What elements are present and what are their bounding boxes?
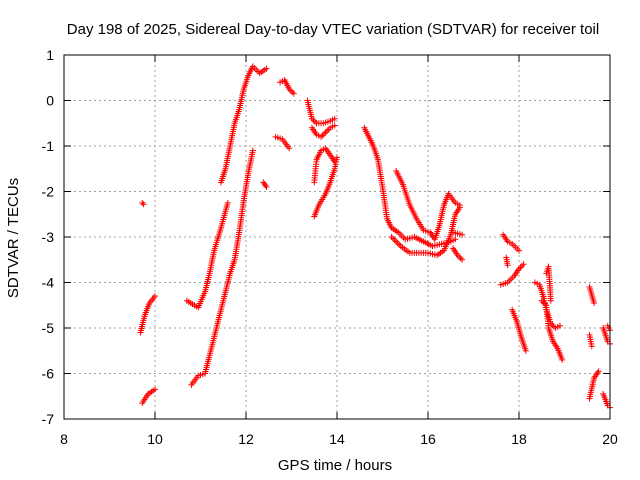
data-point [140,201,147,208]
x-tick-label: 10 [147,431,163,447]
data-point [522,347,529,354]
data-point [547,297,554,304]
x-tick-label: 20 [602,431,618,447]
data-point [289,89,296,96]
data-point [290,90,297,97]
data-point [388,234,395,240]
data-point [224,199,231,206]
x-tick-label: 12 [238,431,254,447]
y-axis-label: SDTVAR / TECUs [5,178,22,298]
x-axis-ticks: 8 10 12 14 16 18 20 [60,55,618,447]
y-tick-label: 0 [46,93,54,109]
data-point [459,231,466,238]
data-point [321,130,328,137]
data-point [263,65,270,72]
y-tick-label: -4 [42,275,55,291]
data-point [520,261,527,268]
data-point [312,118,319,125]
y-tick-label: -5 [42,320,55,336]
data-point [325,126,332,133]
data-point [322,129,329,136]
data-point [152,386,158,393]
data-point [556,322,563,329]
data-point [334,154,340,161]
data-point [559,356,566,363]
data-point [519,262,526,269]
data-point [396,241,403,248]
y-tick-label: -6 [42,366,55,382]
data-point [516,247,522,254]
y-tick-label: -7 [42,411,55,427]
data-point [331,122,338,129]
data-point [457,255,464,262]
data-point [456,202,463,209]
x-tick-label: 18 [511,431,527,447]
data-point [517,264,524,271]
y-tick-label: 1 [46,47,54,63]
data-point [588,343,595,350]
data-point [324,127,331,134]
x-tick-label: 16 [420,431,436,447]
y-tick-label: -2 [42,184,55,200]
data-point [456,253,463,260]
data-point [263,183,270,190]
y-tick-label: -3 [42,229,55,245]
data-point [595,368,602,375]
data-point [331,115,338,122]
data-point [249,147,256,154]
data-point [152,293,158,300]
data-point [504,262,511,269]
y-axis-ticks: -7 -6 -5 -4 -3 -2 -1 0 1 [42,47,610,427]
data-point [391,237,398,244]
data-point [139,199,146,206]
x-tick-label: 8 [60,431,68,447]
data-point [452,236,459,243]
y-tick-label: -1 [42,138,55,154]
x-axis-label: GPS time / hours [278,457,392,474]
data-point [459,256,466,263]
x-tick-label: 14 [329,431,345,447]
data-point [394,240,401,247]
plot-frame [63,54,611,420]
grid-lines [64,55,610,419]
data-point [319,132,326,139]
data-point [390,235,397,242]
data-point [591,299,598,306]
data-point [393,238,400,245]
chart-title: Day 198 of 2025, Sidereal Day-to-day VTE… [67,21,599,38]
data-points [137,63,613,411]
data-point [286,145,293,152]
